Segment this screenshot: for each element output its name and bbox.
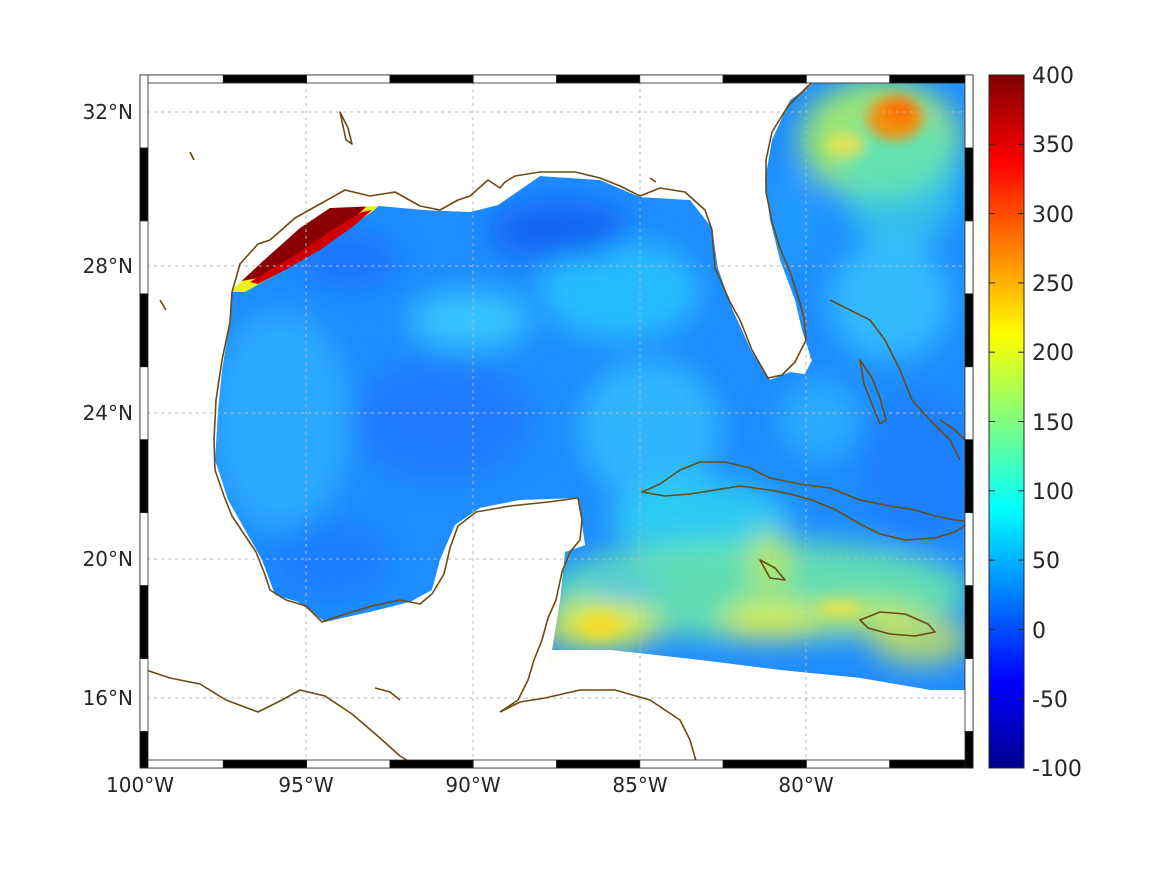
small-island-5 — [374, 687, 401, 701]
colorbar-label-250: 250 — [1032, 272, 1074, 297]
colorbar-label-0: 0 — [1032, 619, 1046, 644]
frame-segment-bottom — [139, 759, 224, 769]
frame-segment-bottom — [556, 759, 641, 769]
frame-segment-left — [139, 74, 149, 149]
florida-land — [640, 75, 815, 378]
frame-segment-top — [139, 74, 224, 84]
longitude-labels: 100°W 95°W 90°W 85°W 80°W — [106, 773, 834, 797]
small-island-1 — [339, 111, 353, 145]
small-island-3 — [759, 559, 786, 581]
frame-segment-left — [139, 658, 149, 732]
colorbar-label-350: 350 — [1032, 133, 1074, 158]
small-island-2 — [189, 151, 195, 161]
frame-segment-top — [639, 74, 724, 84]
frame-segment-bottom — [222, 759, 308, 769]
frame-segment-right — [964, 293, 974, 368]
frame-segment-bottom — [472, 759, 557, 769]
small-island-4 — [159, 299, 167, 311]
lat-label-32n: 32°N — [83, 100, 133, 124]
colorbar-ticks — [989, 74, 1024, 769]
frame-segment-right — [964, 585, 974, 659]
frame-segment-top — [556, 74, 641, 84]
mexico-coastline — [213, 291, 583, 713]
frame-segment-right — [964, 74, 974, 149]
colorbar-label-minus-100: -100 — [1032, 757, 1082, 782]
frame-segment-right — [964, 512, 974, 587]
lon-label-80w: 80°W — [778, 773, 833, 797]
frame-segment-left — [139, 220, 149, 295]
frame-segment-bottom — [722, 759, 807, 769]
frame-segment-right — [964, 731, 974, 769]
frame-segment-top — [806, 74, 891, 84]
frame-segment-left — [139, 585, 149, 659]
frame-segment-top — [389, 74, 474, 84]
frame-segment-top — [472, 74, 557, 84]
jamaica-coastline — [859, 611, 936, 637]
colorbar-label-50: 50 — [1032, 549, 1060, 574]
data-field — [140, 75, 973, 768]
lat-label-20n: 20°N — [83, 547, 133, 571]
frame-segment-left — [139, 293, 149, 368]
colorbar-label-100: 100 — [1032, 480, 1074, 505]
frame-segment-right — [964, 439, 974, 514]
central-america-coastline — [140, 667, 421, 768]
colorbar-label-150: 150 — [1032, 411, 1074, 436]
lon-label-100w: 100°W — [106, 773, 174, 797]
frame-segment-left — [139, 512, 149, 587]
frame-segment-bottom — [806, 759, 891, 769]
honduras-coastline — [499, 689, 699, 768]
frame-segment-bottom — [306, 759, 391, 769]
bahamas-island — [859, 359, 887, 425]
colorbar-label-200: 200 — [1032, 341, 1074, 366]
frame-segment-top — [722, 74, 807, 84]
frame-segment-right — [964, 658, 974, 732]
latitude-labels: 32°N 28°N 24°N 20°N 16°N — [83, 100, 133, 710]
frame-segment-top — [889, 74, 974, 84]
small-island-6 — [649, 177, 657, 183]
caribbean-south-land — [552, 650, 965, 768]
colorbar-labels: 400 350 300 250 200 150 100 50 0 -50 -10… — [1032, 64, 1082, 782]
frame-segment-top — [222, 74, 308, 84]
frame-segment-right — [964, 220, 974, 295]
lon-label-90w: 90°W — [445, 773, 500, 797]
lat-label-28n: 28°N — [83, 254, 133, 278]
frame-segment-left — [139, 439, 149, 514]
frame-segment-bottom — [389, 759, 474, 769]
frame-segment-left — [139, 731, 149, 769]
gridlines — [140, 75, 973, 768]
frame-segment-bottom — [889, 759, 974, 769]
lat-label-24n: 24°N — [83, 401, 133, 425]
colorbar: 400 350 300 250 200 150 100 50 0 -50 -10… — [988, 64, 1082, 782]
frame-segment-left — [139, 366, 149, 441]
frame-segment-right — [964, 147, 974, 222]
gulf-coastline — [231, 75, 823, 379]
frame-segment-bottom — [639, 759, 724, 769]
texas-coast-peak-band — [236, 205, 368, 282]
lon-label-85w: 85°W — [612, 773, 667, 797]
colorbar-label-400: 400 — [1032, 64, 1074, 89]
colorbar-label-minus-50: -50 — [1032, 688, 1068, 713]
lat-label-16n: 16°N — [83, 686, 133, 710]
northern-land — [140, 75, 640, 765]
yucatan-land — [140, 498, 585, 768]
bahamas-coastline — [829, 299, 961, 461]
frame-segment-right — [964, 366, 974, 441]
frame-segment-top — [306, 74, 391, 84]
frame-segment-left — [139, 147, 149, 222]
lon-label-95w: 95°W — [278, 773, 333, 797]
colorbar-label-300: 300 — [1032, 203, 1074, 228]
frame-border — [139, 74, 974, 769]
